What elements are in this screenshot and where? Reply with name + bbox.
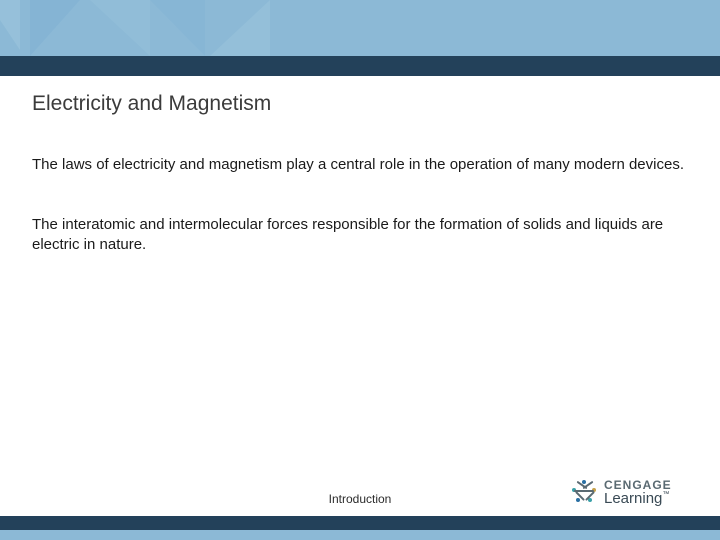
body-paragraph-2: The interatomic and intermolecular force… xyxy=(32,215,684,256)
footer-band-light xyxy=(0,530,720,540)
decor-triangle xyxy=(210,0,270,56)
publisher-logo: CENGAGE Learning™ xyxy=(570,472,700,512)
header-band-dark xyxy=(0,56,720,76)
logo-mark-icon xyxy=(570,478,598,506)
page-title: Electricity and Magnetism xyxy=(32,92,271,116)
logo-line2-text: Learning xyxy=(604,490,662,507)
footer-band-dark xyxy=(0,516,720,530)
slide: Electricity and Magnetism The laws of el… xyxy=(0,0,720,540)
decor-triangle xyxy=(0,0,20,50)
logo-line2: Learning™ xyxy=(604,491,672,506)
decor-triangle xyxy=(30,0,80,56)
decor-triangle xyxy=(150,0,205,56)
logo-tm: ™ xyxy=(662,491,669,498)
header-band-light xyxy=(0,0,720,56)
decor-triangle xyxy=(90,0,150,56)
logo-text: CENGAGE Learning™ xyxy=(604,479,672,506)
body-paragraph-1: The laws of electricity and magnetism pl… xyxy=(32,155,684,175)
